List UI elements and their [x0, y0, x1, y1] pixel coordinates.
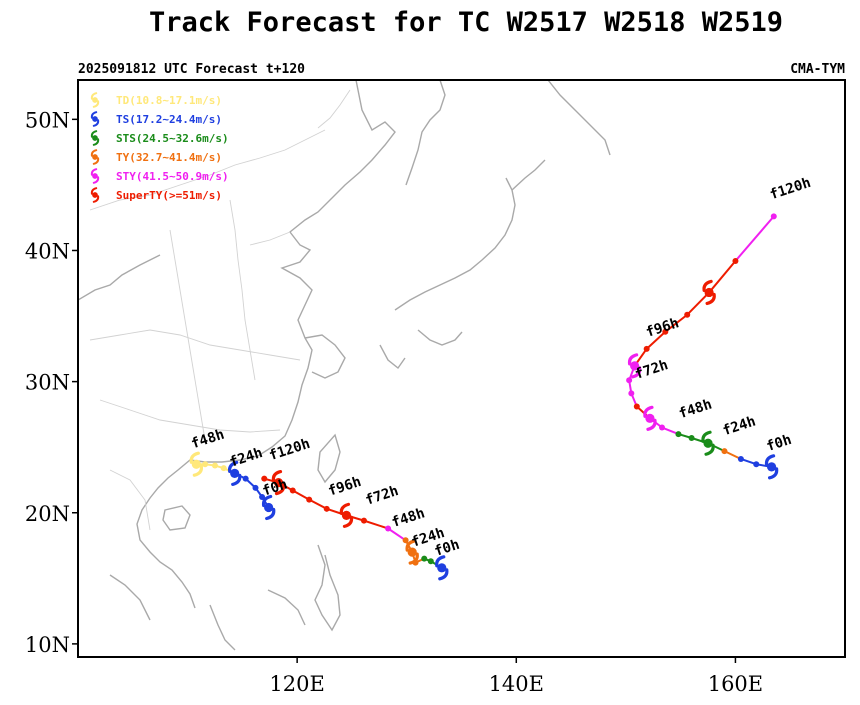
- track-w2518: [261, 469, 449, 581]
- forecast-hour-label: f0h: [261, 476, 290, 499]
- y-tick-label: 50N: [25, 108, 70, 132]
- legend-cyclone-icon: [90, 149, 100, 165]
- legend-cyclone-icon: [90, 111, 100, 127]
- track-point: [259, 494, 266, 501]
- cyclone-marker: [702, 279, 716, 306]
- cyclone-marker: [435, 555, 449, 581]
- track-point: [306, 496, 313, 503]
- track-point: [684, 311, 691, 318]
- track-segment: [308, 498, 328, 510]
- legend-label: TY(32.7~41.4m/s): [116, 151, 222, 164]
- cyclone-marker: [643, 405, 657, 431]
- basemap-coastlines: [78, 80, 611, 651]
- track-point: [659, 424, 666, 431]
- track-point: [220, 465, 227, 472]
- legend-cyclone-icon: [90, 130, 100, 146]
- forecast-hour-label: f24h: [721, 414, 758, 440]
- cyclone-marker: [339, 502, 354, 528]
- track-point: [385, 525, 392, 532]
- track-point: [252, 484, 259, 491]
- track-point: [421, 555, 428, 562]
- track-point: [402, 537, 409, 544]
- x-tick-label: 160E: [708, 672, 763, 696]
- y-tick-label: 20N: [25, 502, 70, 526]
- track-segment: [292, 489, 310, 501]
- track-point: [211, 462, 218, 469]
- y-tick-label: 30N: [25, 371, 70, 395]
- track-segment: [387, 527, 407, 542]
- forecast-hour-label: f24h: [228, 445, 265, 471]
- x-tick-label: 140E: [489, 672, 544, 696]
- track-point: [770, 213, 777, 220]
- y-tick-label: 40N: [25, 239, 70, 263]
- legend-cyclone-icon: [90, 187, 100, 203]
- model-name-label: CMA-TYM: [790, 62, 845, 77]
- track-point: [202, 461, 209, 468]
- forecast-hour-label: f48h: [390, 505, 427, 531]
- forecast-hour-label: f48h: [189, 427, 226, 453]
- x-tick-label: 120E: [269, 672, 324, 696]
- track-point: [633, 403, 640, 410]
- track-point: [675, 431, 682, 438]
- track-point: [737, 455, 744, 462]
- track-segment: [708, 260, 737, 294]
- track-point: [289, 487, 296, 494]
- track-point: [688, 435, 695, 442]
- track-segment: [664, 313, 688, 333]
- track-point: [721, 448, 728, 455]
- forecast-hour-label: f72h: [364, 483, 401, 509]
- forecast-hour-label: f96h: [326, 474, 363, 500]
- cyclone-marker: [701, 430, 715, 456]
- track-point: [261, 475, 268, 482]
- forecast-hour-label: f0h: [765, 432, 794, 455]
- legend-cyclone-icon: [90, 92, 100, 108]
- cyclone-marker: [189, 451, 204, 477]
- chart-title: Track Forecast for TC W2517 W2518 W2519: [149, 7, 783, 38]
- track-point: [732, 257, 739, 264]
- y-tick-label: 10N: [25, 633, 70, 657]
- legend-label: STS(24.5~32.6m/s): [116, 132, 229, 145]
- track-point: [427, 558, 434, 565]
- track-segment: [686, 291, 710, 316]
- track-segment: [724, 450, 742, 460]
- forecast-hour-label: f0h: [433, 537, 462, 560]
- legend-label: TD(10.8~17.1m/s): [116, 94, 222, 107]
- track-point: [323, 505, 330, 512]
- legend-label: TS(17.2~24.4m/s): [116, 113, 222, 126]
- forecast-time-label: 2025091812 UTC Forecast t+120: [78, 62, 305, 77]
- y-axis-ticks: 10N 20N 30N 40N 50N: [25, 108, 78, 657]
- track-point: [753, 461, 760, 468]
- cyclone-marker: [227, 460, 242, 487]
- forecast-hour-label: f96h: [644, 315, 681, 341]
- track-point: [242, 475, 249, 482]
- track-w2517: [189, 451, 276, 521]
- track-segment: [363, 519, 389, 530]
- forecast-hour-label: f120h: [267, 436, 312, 464]
- forecast-hour-label: f120h: [768, 175, 813, 203]
- track-point: [628, 390, 635, 397]
- tracks-layer: [189, 213, 779, 581]
- track-w2519: [626, 213, 779, 480]
- legend-cyclone-icon: [90, 168, 100, 184]
- cyclone-marker: [627, 353, 642, 379]
- cyclone-marker: [271, 469, 286, 496]
- x-axis-ticks: 120E 140E 160E: [269, 657, 763, 696]
- intensity-legend: TD(10.8~17.1m/s) TS(17.2~24.4m/s) STS(24.5…: [90, 92, 229, 203]
- cyclone-marker: [405, 539, 419, 565]
- legend-label: STY(41.5~50.9m/s): [116, 170, 229, 183]
- track-segment: [734, 215, 775, 262]
- plot-frame: [77, 79, 846, 658]
- legend-label: SuperTY(>=51m/s): [116, 189, 222, 202]
- track-point: [626, 377, 633, 384]
- cyclone-marker: [764, 454, 779, 480]
- cyclone-marker: [261, 494, 276, 521]
- forecast-hour-label: f48h: [677, 396, 714, 422]
- track-point: [360, 517, 367, 524]
- track-point: [662, 328, 669, 335]
- track-point: [643, 345, 650, 352]
- track-segment: [646, 331, 666, 350]
